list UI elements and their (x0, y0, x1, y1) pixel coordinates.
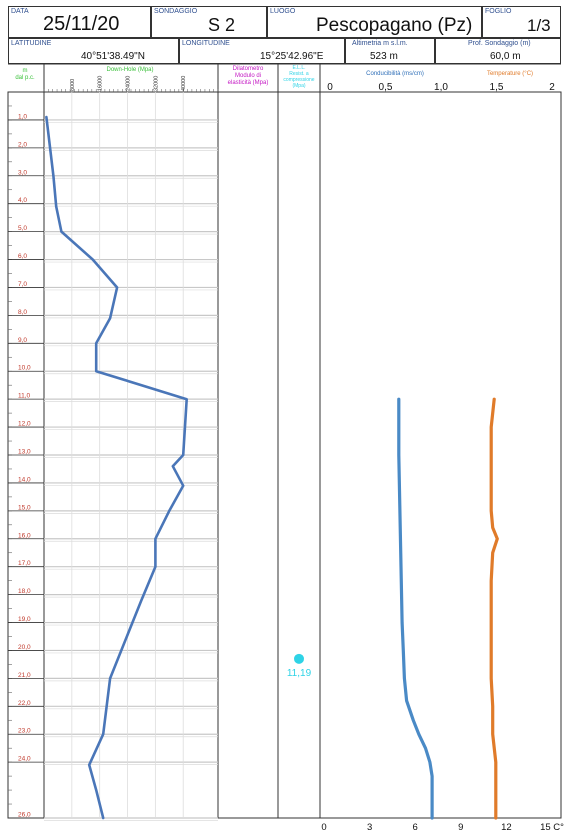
header-luogo-cell: LUOGO Pescopagano (Pz) (267, 6, 482, 38)
depth-tick-label: 6,0 (18, 253, 27, 260)
header-altimetria-cell: Altimetria m s.l.m. 523 m (345, 38, 435, 64)
downhole-axis: 8000 16000 24000 32000 40000 (43, 76, 219, 92)
prof-value: 60,0 m (490, 51, 521, 62)
conducibilita-tick-label: 0 (327, 82, 333, 93)
altimetria-label: Altimetria m s.l.m. (352, 40, 408, 47)
header-longitudine-cell: LONGITUDINE 15°25'42.96"E (179, 38, 345, 64)
downhole-column-header: Down-Hole (Mpa) (106, 67, 154, 73)
depth-tick-label: 2,0 (18, 141, 27, 148)
downhole-tick-label: 32000 (153, 76, 159, 91)
depth-tick-label: 14,0 (18, 476, 31, 483)
header-data-cell: DATA 25/11/20 (8, 6, 151, 38)
depth-column-header: m dal p.c. (15, 68, 35, 81)
cond-column-header: Conducibilità (ms/cm) (366, 71, 424, 77)
downhole-tick-label: 24000 (126, 76, 132, 91)
depth-tick-label: 26,0 (18, 812, 31, 819)
data-label: DATA (11, 8, 29, 15)
header-foglio-cell: FOGLIO 1/3 (482, 6, 561, 38)
temperatura-tick-label: 15 C° (540, 822, 564, 832)
downhole-tick-label: 16000 (98, 76, 104, 91)
latitudine-value: 40°51'38.49"N (81, 51, 145, 62)
dilatometro-column-header: Dilatometro Modulo di elasticità (Mpa) (227, 66, 269, 86)
foglio-value: 1/3 (527, 16, 551, 35)
downhole-tick-label: 40000 (181, 76, 187, 91)
depth-tick-label: 12,0 (18, 421, 31, 428)
depth-tick-label: 13,0 (18, 449, 31, 456)
depth-tick-label: 19,0 (18, 616, 31, 623)
temperatura-tick-label: 12 (501, 822, 512, 832)
depth-tick-label: 4,0 (18, 197, 27, 204)
ell-data-label: 11,19 (287, 668, 312, 679)
depth-tick-label: 17,0 (18, 560, 31, 567)
conducibilita-series-line (397, 397, 434, 820)
header-sondaggio-cell: SONDAGGIO S 2 (151, 6, 267, 38)
conducibilita-tick-label: 1,0 (434, 82, 448, 93)
depth-tick-label: 20,0 (18, 644, 31, 651)
chart-frame (7, 63, 562, 819)
downhole-series-line (45, 115, 188, 820)
temperatura-tick-label: 9 (458, 822, 463, 832)
prof-label: Prof. Sondaggio (m) (468, 40, 531, 47)
latitudine-label: LATITUDINE (11, 40, 52, 47)
depth-tick-label: 22,0 (18, 700, 31, 707)
conducibilita-axis: 0 0,5 1,0 1,5 2 (327, 82, 555, 93)
longitudine-label: LONGITUDINE (182, 40, 230, 47)
chart-grid (8, 92, 218, 821)
sondaggio-label: SONDAGGIO (154, 8, 198, 15)
conducibilita-tick-label: 2 (549, 82, 555, 93)
downhole-tick-label: 8000 (70, 79, 76, 91)
temp-column-header: Temperature (°C) (486, 71, 534, 77)
depth-tick-label: 10,0 (18, 365, 31, 372)
depth-tick-label: 23,0 (18, 728, 31, 735)
conducibilita-tick-label: 1,5 (490, 82, 504, 93)
sondaggio-value: S 2 (208, 15, 236, 35)
foglio-label: FOGLIO (485, 8, 512, 15)
depth-tick-label: 1,0 (18, 113, 27, 120)
luogo-value: Pescopagano (Pz) (316, 15, 473, 36)
depth-tick-label: 18,0 (18, 588, 31, 595)
temperatura-tick-label: 6 (413, 822, 418, 832)
data-value: 25/11/20 (43, 13, 120, 35)
depth-tick-label: 8,0 (18, 309, 27, 316)
temperatura-tick-label: 0 (321, 822, 326, 832)
depth-axis: 1,0 2,0 3,0 4,0 5,0 6,0 7,0 8,0 9,0 10,0 11,0 12,0 1… (18, 113, 31, 818)
depth-tick-label: 24,0 (18, 756, 31, 763)
temperatura-axis: 0 3 6 9 12 15 C° (321, 822, 564, 832)
ell-column-header: E.L.L. Resist. a compressione (Mpa) (283, 65, 315, 89)
depth-tick-label: 15,0 (18, 504, 31, 511)
depth-tick-label: 9,0 (18, 337, 27, 344)
series-layer: 11,19 (45, 115, 499, 820)
conducibilita-tick-label: 0,5 (379, 82, 393, 93)
header-latitudine-cell: LATITUDINE 40°51'38.49"N (8, 38, 179, 64)
luogo-label: LUOGO (270, 8, 296, 15)
depth-tick-label: 3,0 (18, 169, 27, 176)
depth-tick-label: 7,0 (18, 281, 27, 288)
header-prof-cell: Prof. Sondaggio (m) 60,0 m (435, 38, 561, 64)
temperatura-tick-label: 3 (367, 822, 372, 832)
depth-tick-label: 21,0 (18, 672, 31, 679)
altimetria-value: 523 m (370, 51, 398, 62)
depth-tick-label: 11,0 (18, 393, 31, 400)
ell-data-point (294, 653, 304, 664)
longitudine-value: 15°25'42.96"E (260, 51, 324, 62)
temperatura-series-line (489, 397, 499, 820)
depth-tick-label: 16,0 (18, 532, 31, 539)
depth-tick-label: 5,0 (18, 225, 27, 232)
